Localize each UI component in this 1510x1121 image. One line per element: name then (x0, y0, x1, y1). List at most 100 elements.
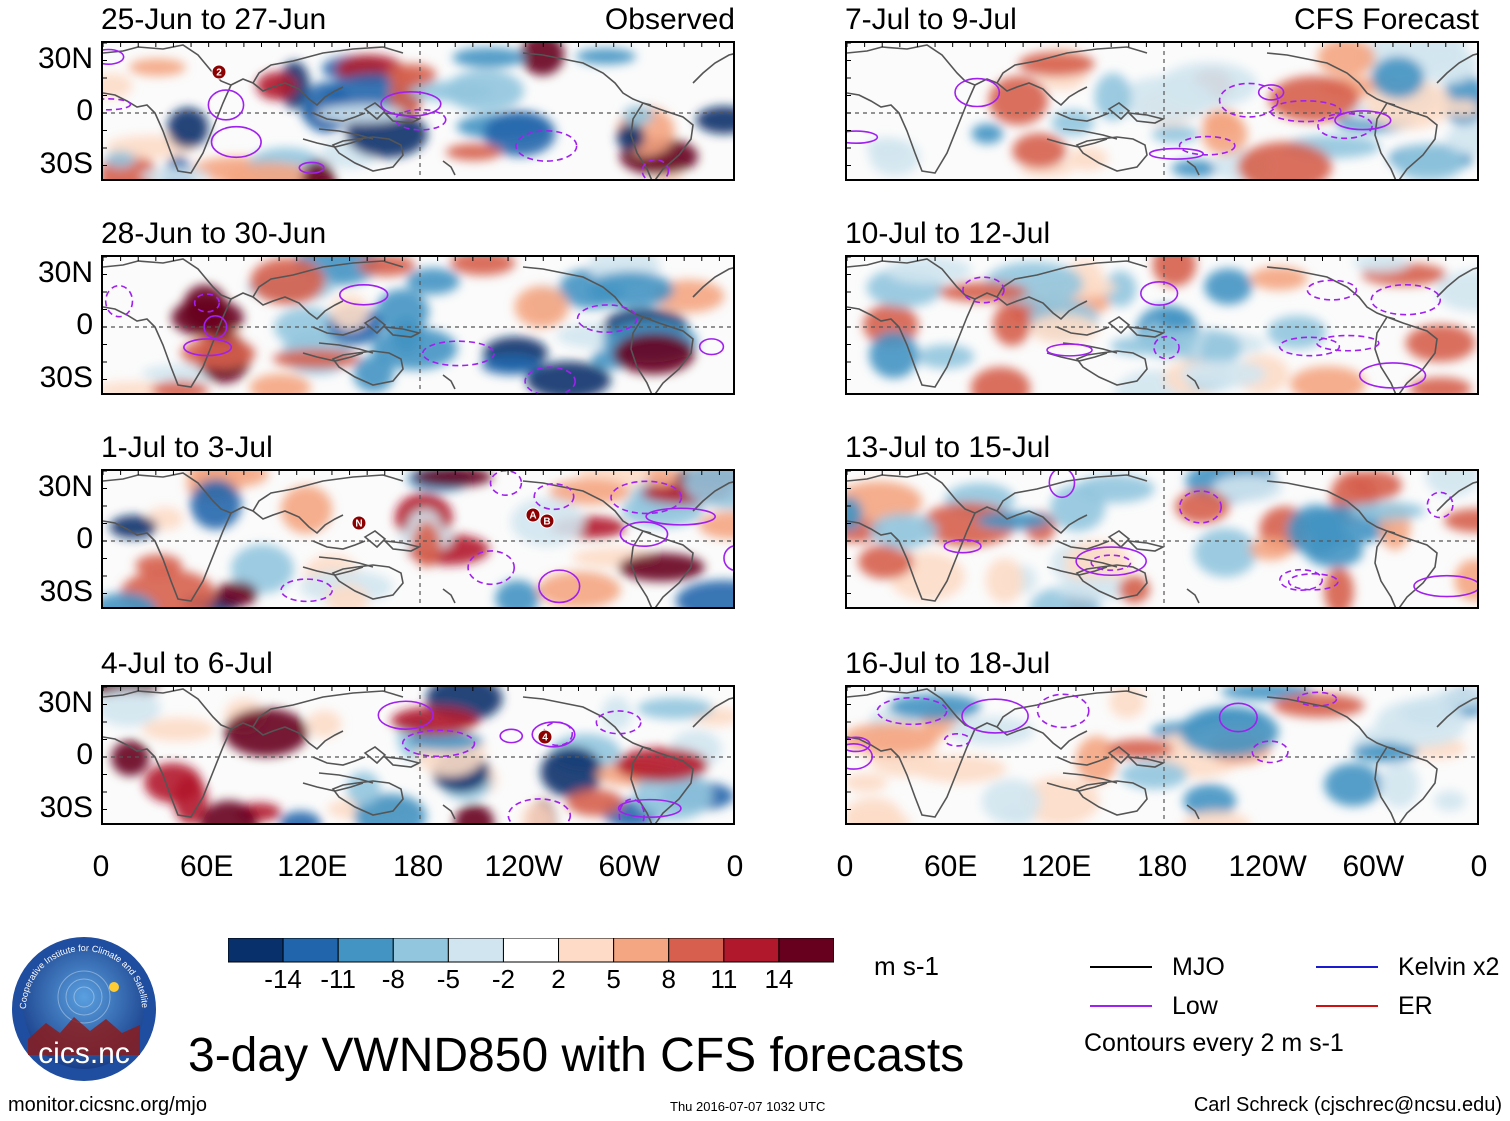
vwnd-shading (981, 779, 1042, 823)
coastline (312, 326, 366, 336)
coastline (318, 772, 374, 784)
coastline (692, 267, 733, 298)
axis-ticks (847, 257, 1464, 380)
low-contour (1140, 281, 1179, 306)
low-contour (576, 304, 638, 334)
low-contour (847, 736, 871, 753)
legend-label-low: Low (1172, 992, 1218, 1020)
map-panel-obs-4: 4 (101, 685, 735, 825)
low-contour (207, 89, 245, 121)
low-contour (401, 729, 476, 758)
low-contour (1315, 334, 1380, 352)
panel-title-obs-2: 28-Jun to 30-Jun (101, 217, 327, 250)
colorbar-level: 5 (606, 964, 621, 994)
coastline (230, 78, 344, 107)
low-contours (943, 471, 1477, 598)
footer-author[interactable]: Carl Schreck (cjschrec@ncsu.edu) (1193, 1094, 1502, 1116)
map-svg-obs-1: 2 (103, 43, 733, 179)
vwnd-shading (1425, 471, 1477, 497)
vwnd-shading (1012, 133, 1067, 169)
vwnd-shading (103, 689, 161, 727)
low-contour (507, 798, 572, 823)
vwnd-shading (142, 717, 215, 742)
vwnd-shading (1109, 687, 1146, 719)
vwnd-shading (1106, 739, 1174, 759)
low-contour (645, 507, 716, 526)
low-contour (1257, 84, 1285, 101)
colorbar-swatch (723, 938, 780, 963)
vwnd-shading (646, 471, 677, 488)
reference-lines (847, 687, 1477, 823)
vwnd-shading (888, 693, 982, 721)
coastline (1186, 374, 1200, 390)
vwnd-shading (1118, 575, 1150, 604)
coastline (230, 722, 344, 751)
contour-note: Contours every 2 m s-1 (1084, 1029, 1344, 1057)
vwnd-shading (274, 307, 342, 348)
colorbar-swatch (337, 938, 394, 963)
low-contour (1153, 335, 1180, 360)
low-contour (1218, 82, 1279, 118)
map-svg-fc-4 (847, 687, 1477, 823)
legend-label-kelvin-x2: Kelvin x2 (1398, 953, 1500, 981)
lat-label-0: 0 (76, 308, 93, 341)
vwnd-shading (1317, 43, 1376, 77)
low-contour (1413, 574, 1477, 598)
lat-label-30S: 30S (39, 575, 93, 608)
coastline (1436, 267, 1477, 298)
vwnd-shading (1436, 270, 1477, 312)
coastline (331, 136, 404, 172)
low-contour (1358, 362, 1427, 389)
vwnd-shading (103, 73, 133, 99)
low-contour (531, 721, 576, 748)
low-contour (1148, 147, 1204, 160)
colorbar-level: 11 (710, 964, 738, 994)
low-contour (1278, 336, 1341, 357)
lat-label-30S: 30S (39, 791, 93, 824)
footer-website[interactable]: monitor.cicsnc.org/mjo (8, 1094, 207, 1116)
coastline (1266, 696, 1396, 750)
coastline (1374, 316, 1397, 393)
lon-label-60E: 60E (179, 850, 234, 883)
coastline (442, 804, 456, 820)
vwnd-shading (1183, 784, 1237, 819)
vwnd-shading (1304, 534, 1364, 568)
vwnd-shading (111, 740, 150, 776)
vwnd-shading (683, 471, 733, 509)
low-contour (210, 125, 262, 159)
axis-ticks (103, 471, 720, 594)
vwnd-shading (886, 257, 972, 285)
axis-ticks (847, 471, 1464, 594)
low-contour (595, 710, 642, 735)
footer-timestamp: Thu 2016-07-07 1032 UTC (670, 1099, 826, 1114)
vwnd-shading (223, 708, 309, 757)
vwnd-shading (566, 789, 623, 817)
coastline (1374, 746, 1397, 823)
legend-line-mjo (1090, 966, 1152, 968)
colorbar-swatch (668, 938, 725, 963)
vwnd-shading (847, 481, 923, 522)
map-svg-fc-2 (847, 257, 1477, 393)
vwnd-shading (1152, 257, 1197, 287)
legend-line-er (1316, 1005, 1378, 1007)
lat-label-30S: 30S (39, 361, 93, 394)
vwnd-shading (249, 373, 311, 393)
coastline (1374, 102, 1397, 179)
vwnd-shading (1174, 489, 1230, 524)
vwnd-shading (231, 544, 294, 594)
coastline (331, 564, 404, 600)
low-contour (1334, 110, 1392, 131)
vwnd-shading (526, 361, 611, 393)
low-contour (698, 338, 725, 356)
panel-tag-obs-1: Observed (604, 3, 735, 36)
coastline (642, 316, 694, 393)
lat-label-30N: 30N (37, 686, 93, 719)
low-contour (183, 338, 233, 357)
vwnd-shading (1075, 474, 1155, 504)
lon-label-120W: 120W (484, 850, 563, 883)
vwnd-shading (1434, 790, 1466, 812)
low-contour (524, 366, 576, 393)
coastline (630, 316, 653, 393)
coastline (1126, 111, 1166, 124)
vwnd-shading (199, 800, 258, 823)
